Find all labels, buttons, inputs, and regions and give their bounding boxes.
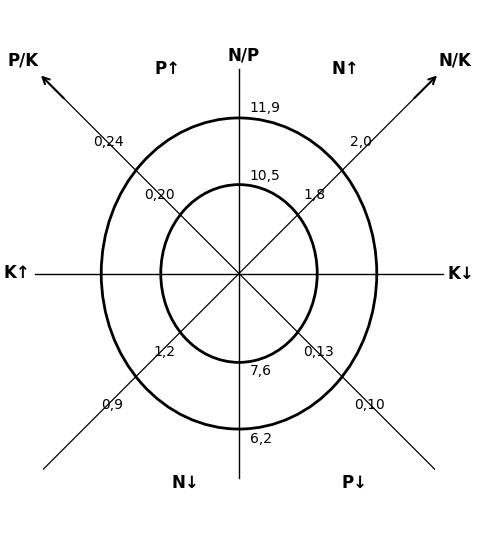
Text: 0,10: 0,10 [355,398,385,412]
Text: P/K: P/K [8,51,39,69]
Text: K↓: K↓ [448,265,475,282]
Text: 0,13: 0,13 [303,345,334,359]
Text: N↓: N↓ [172,474,199,492]
Text: P↑: P↑ [155,60,181,78]
Text: K↑: K↑ [3,265,30,282]
Text: 7,6: 7,6 [250,364,272,378]
Text: N/P: N/P [228,46,260,65]
Text: 2,0: 2,0 [350,135,372,149]
Text: 1,8: 1,8 [303,188,325,202]
Text: 0,24: 0,24 [93,135,123,149]
Text: N/K: N/K [439,51,472,69]
Text: 1,2: 1,2 [153,345,175,359]
Text: N↑: N↑ [332,60,359,78]
Text: 6,2: 6,2 [250,432,272,446]
Text: 0,20: 0,20 [144,188,175,202]
Text: 11,9: 11,9 [250,101,281,115]
Text: 0,9: 0,9 [101,398,123,412]
Text: 10,5: 10,5 [250,169,281,183]
Text: P↓: P↓ [342,474,368,492]
